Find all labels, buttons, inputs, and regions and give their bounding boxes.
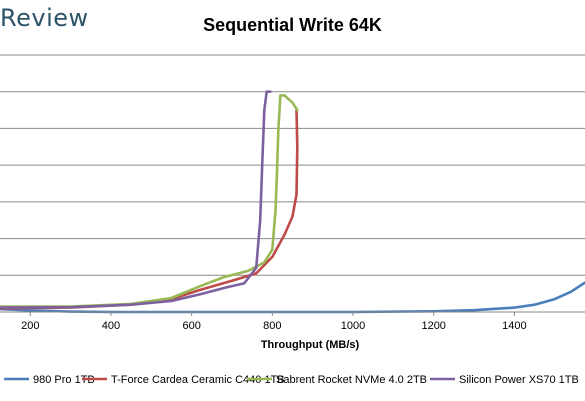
x-axis-label: Throughput (MB/s)	[261, 339, 360, 351]
gridlines	[0, 54, 585, 276]
legend-label-4: Silicon Power XS70 1TB	[459, 374, 579, 386]
series-line-4	[0, 90, 272, 309]
legend-label-2: T-Force Cardea Ceramic C440 1TB	[111, 374, 285, 386]
x-tick-labels: 200 400 600 800 1000 1200 1400	[21, 320, 527, 332]
legend-label-3: Sabrent Rocket NVMe 4.0 2TB	[276, 374, 427, 386]
logo-text: Review	[0, 4, 89, 32]
legend: 980 Pro 1TB T-Force Cardea Ceramic C440 1…	[4, 374, 579, 386]
x-tick-label: 1000	[341, 320, 365, 332]
legend-label-1: 980 Pro 1TB	[33, 374, 95, 386]
x-tick-label: 200	[21, 320, 39, 332]
x-tick-label: 1200	[421, 320, 445, 332]
x-tick-label: 800	[263, 320, 281, 332]
series-line-3	[0, 94, 299, 308]
x-tick-label: 400	[102, 320, 120, 332]
series-line-2	[0, 108, 299, 310]
x-axis	[0, 311, 585, 316]
chart-title: Sequential Write 64K	[203, 15, 382, 35]
x-tick-label: 600	[182, 320, 200, 332]
x-tick-label: 1400	[502, 320, 526, 332]
